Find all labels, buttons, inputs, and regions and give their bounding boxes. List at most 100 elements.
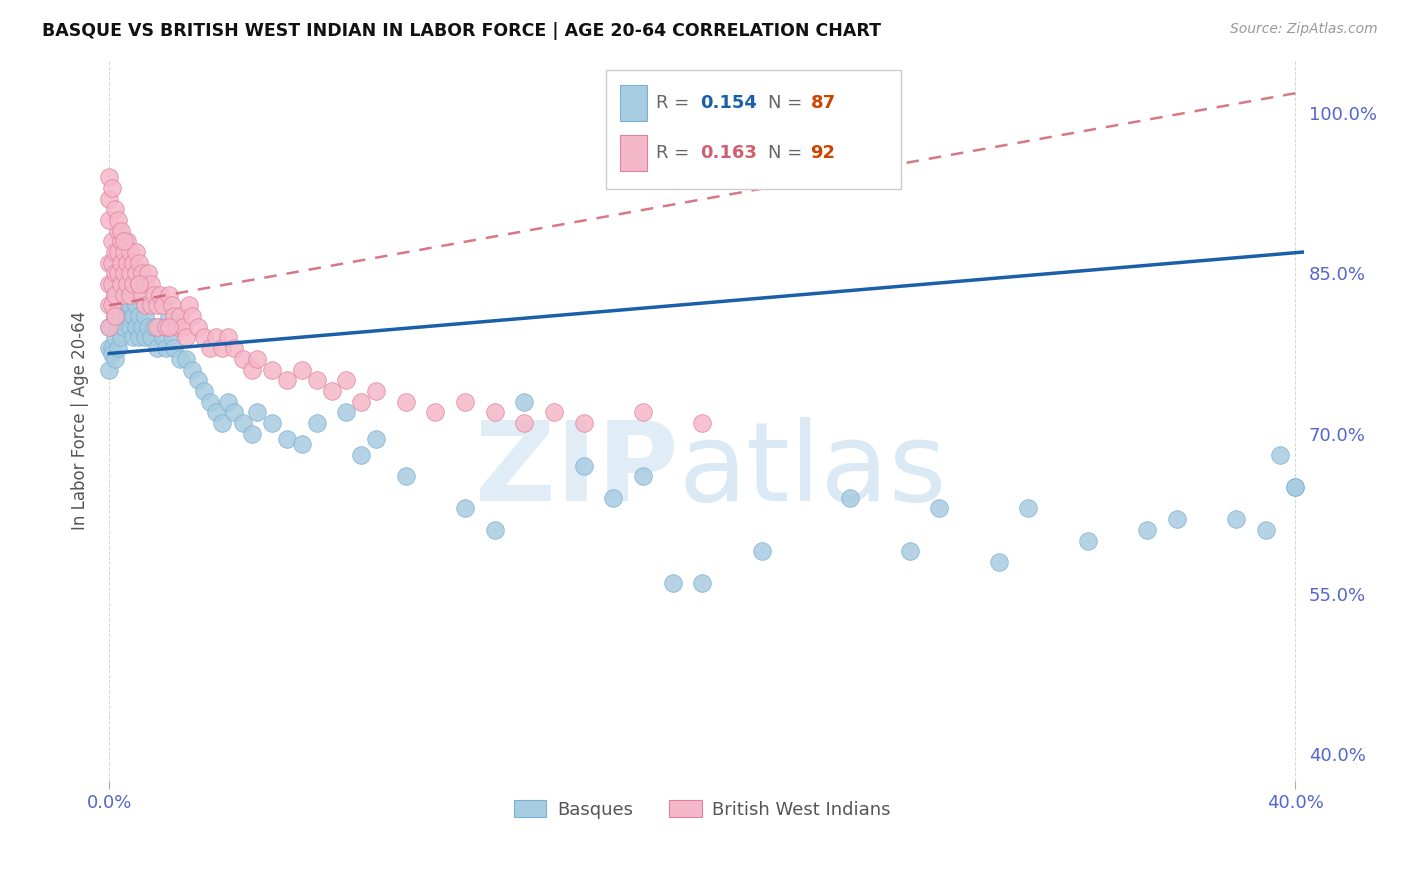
Point [751,544,773,558]
Point [350,448,373,462]
Point [572,458,595,473]
Point [128,309,150,323]
Point [145,341,167,355]
Point [176,351,198,366]
Point [160,298,183,312]
Point [134,277,156,291]
Point [101,234,124,248]
Point [321,384,343,398]
Point [1284,480,1306,494]
Point [222,341,245,355]
Point [98,298,121,312]
Point [107,341,129,355]
Point [101,277,124,291]
Point [98,362,121,376]
Point [115,277,138,291]
Point [187,319,209,334]
Point [454,394,477,409]
Point [205,330,228,344]
Text: 87: 87 [810,94,835,112]
Point [513,394,536,409]
Point [172,319,194,334]
Point [107,298,129,312]
Point [176,330,198,344]
Point [110,224,132,238]
Point [169,351,191,366]
Point [125,244,148,259]
Point [118,298,141,312]
Point [364,432,387,446]
Point [181,362,204,376]
Point [155,341,177,355]
Point [104,330,127,344]
Point [211,341,233,355]
Point [118,266,141,280]
Point [110,234,132,248]
Point [112,244,135,259]
Point [131,287,153,301]
Point [157,319,180,334]
Point [115,309,138,323]
Point [364,384,387,398]
Point [291,437,314,451]
Text: 92: 92 [810,145,835,162]
Point [107,319,129,334]
Point [142,319,165,334]
Point [187,373,209,387]
Point [122,255,145,269]
Point [1136,523,1159,537]
Point [98,319,121,334]
Point [198,341,221,355]
Point [98,255,121,269]
Point [484,523,506,537]
Point [232,351,254,366]
Point [104,287,127,301]
Point [145,298,167,312]
Text: N =: N = [769,145,808,162]
Point [157,309,180,323]
Point [110,277,132,291]
Point [139,277,162,291]
Point [163,309,186,323]
Point [104,202,127,217]
Point [128,330,150,344]
Point [425,405,447,419]
Point [134,330,156,344]
Point [160,330,183,344]
Point [112,277,135,291]
Text: Source: ZipAtlas.com: Source: ZipAtlas.com [1230,22,1378,37]
Point [839,491,862,505]
Point [690,416,713,430]
Point [98,192,121,206]
Text: 0.154: 0.154 [700,94,756,112]
Point [139,298,162,312]
Point [155,319,177,334]
Point [395,469,418,483]
Point [1284,480,1306,494]
Point [107,266,129,280]
Point [1225,512,1247,526]
Point [112,234,135,248]
Point [928,501,950,516]
Point [136,266,159,280]
Point [118,319,141,334]
Point [198,394,221,409]
Point [112,266,135,280]
Point [104,287,127,301]
Point [217,330,239,344]
FancyBboxPatch shape [620,85,647,121]
Point [152,330,174,344]
Point [118,287,141,301]
Point [690,576,713,591]
Point [107,277,129,291]
Point [193,330,215,344]
Point [602,491,624,505]
Point [101,255,124,269]
Point [1017,501,1039,516]
Point [240,426,263,441]
Point [112,298,135,312]
Point [661,576,683,591]
Point [110,287,132,301]
Point [101,346,124,360]
Text: N =: N = [769,94,808,112]
